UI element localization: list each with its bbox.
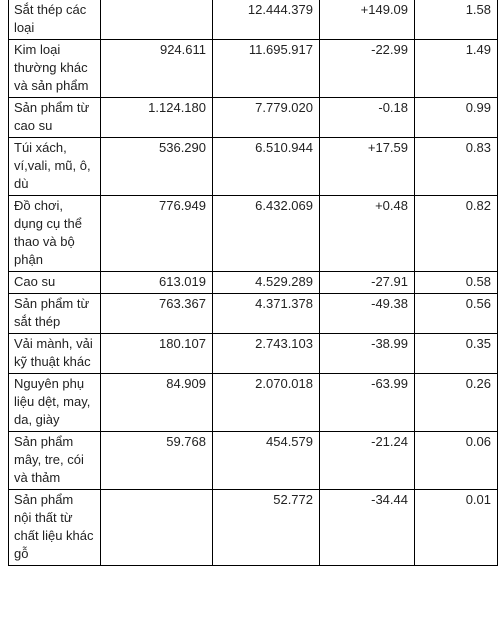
value-cell: 6.510.944 [212,137,320,196]
value-cell: 52.772 [212,489,320,566]
product-name-cell: Túi xách, ví,vali, mũ, ô, dù [8,137,101,196]
quantity-cell: 776.949 [100,195,213,272]
change-percent-cell: -22.99 [319,39,415,98]
share-percent-cell: 1.49 [414,39,498,98]
product-name-cell: Đồ chơi, dụng cụ thể thao và bộ phận [8,195,101,272]
value-cell: 4.371.378 [212,293,320,334]
change-percent-cell: -63.99 [319,373,415,432]
share-percent-cell: 0.82 [414,195,498,272]
share-percent-cell: 0.01 [414,489,498,566]
table-row: Cao su 613.019 4.529.289 -27.91 0.58 [8,271,498,294]
value-cell: 6.432.069 [212,195,320,272]
table-row: Kim loại thường khác và sản phẩm 924.611 1… [8,39,498,98]
change-percent-cell: -34.44 [319,489,415,566]
quantity-cell [100,489,213,566]
product-name-cell: Sản phẩm nội thất từ chất liệu khác gỗ [8,489,101,566]
trade-table: Sắt thép các loại 12.444.379 +149.09 1.58 Ki… [8,0,498,566]
product-name-cell: Sản phẩm từ cao su [8,97,101,138]
value-cell: 12.444.379 [212,0,320,40]
quantity-cell: 613.019 [100,271,213,294]
change-percent-cell: +149.09 [319,0,415,40]
table-row: Sản phẩm nội thất từ chất liệu khác gỗ 52… [8,489,498,566]
change-percent-cell: +0.48 [319,195,415,272]
table-row: Nguyên phụ liệu dệt, may, da, giày 84.909… [8,373,498,432]
change-percent-cell: -0.18 [319,97,415,138]
quantity-cell: 84.909 [100,373,213,432]
quantity-cell: 924.611 [100,39,213,98]
share-percent-cell: 0.83 [414,137,498,196]
product-name-cell: Vải mành, vải kỹ thuật khác [8,333,101,374]
table-row: Sản phẩm từ cao su 1.124.180 7.779.020 -0.1… [8,97,498,138]
product-name-cell: Nguyên phụ liệu dệt, may, da, giày [8,373,101,432]
quantity-cell: 180.107 [100,333,213,374]
value-cell: 2.070.018 [212,373,320,432]
change-percent-cell: +17.59 [319,137,415,196]
table-row: Đồ chơi, dụng cụ thể thao và bộ phận 776.… [8,195,498,272]
share-percent-cell: 0.35 [414,333,498,374]
product-name-cell: Sản phẩm mây, tre, cói và thảm [8,431,101,490]
value-cell: 2.743.103 [212,333,320,374]
quantity-cell: 763.367 [100,293,213,334]
change-percent-cell: -49.38 [319,293,415,334]
share-percent-cell: 0.56 [414,293,498,334]
table-row: Sắt thép các loại 12.444.379 +149.09 1.58 [8,0,498,40]
share-percent-cell: 0.99 [414,97,498,138]
product-name-cell: Sản phẩm từ sắt thép [8,293,101,334]
share-percent-cell: 0.06 [414,431,498,490]
table-row: Vải mành, vải kỹ thuật khác 180.107 2.743.… [8,333,498,374]
table-row: Túi xách, ví,vali, mũ, ô, dù 536.290 6.510… [8,137,498,196]
value-cell: 7.779.020 [212,97,320,138]
table-row: Sản phẩm mây, tre, cói và thảm 59.768 454.… [8,431,498,490]
quantity-cell: 1.124.180 [100,97,213,138]
share-percent-cell: 0.58 [414,271,498,294]
value-cell: 11.695.917 [212,39,320,98]
change-percent-cell: -21.24 [319,431,415,490]
product-name-cell: Sắt thép các loại [8,0,101,40]
share-percent-cell: 1.58 [414,0,498,40]
product-name-cell: Cao su [8,271,101,294]
value-cell: 4.529.289 [212,271,320,294]
quantity-cell: 59.768 [100,431,213,490]
share-percent-cell: 0.26 [414,373,498,432]
change-percent-cell: -38.99 [319,333,415,374]
product-name-cell: Kim loại thường khác và sản phẩm [8,39,101,98]
table-row: Sản phẩm từ sắt thép 763.367 4.371.378 -49.… [8,293,498,334]
change-percent-cell: -27.91 [319,271,415,294]
quantity-cell [100,0,213,40]
quantity-cell: 536.290 [100,137,213,196]
value-cell: 454.579 [212,431,320,490]
trade-table-body: Sắt thép các loại 12.444.379 +149.09 1.58 Ki… [8,0,498,566]
